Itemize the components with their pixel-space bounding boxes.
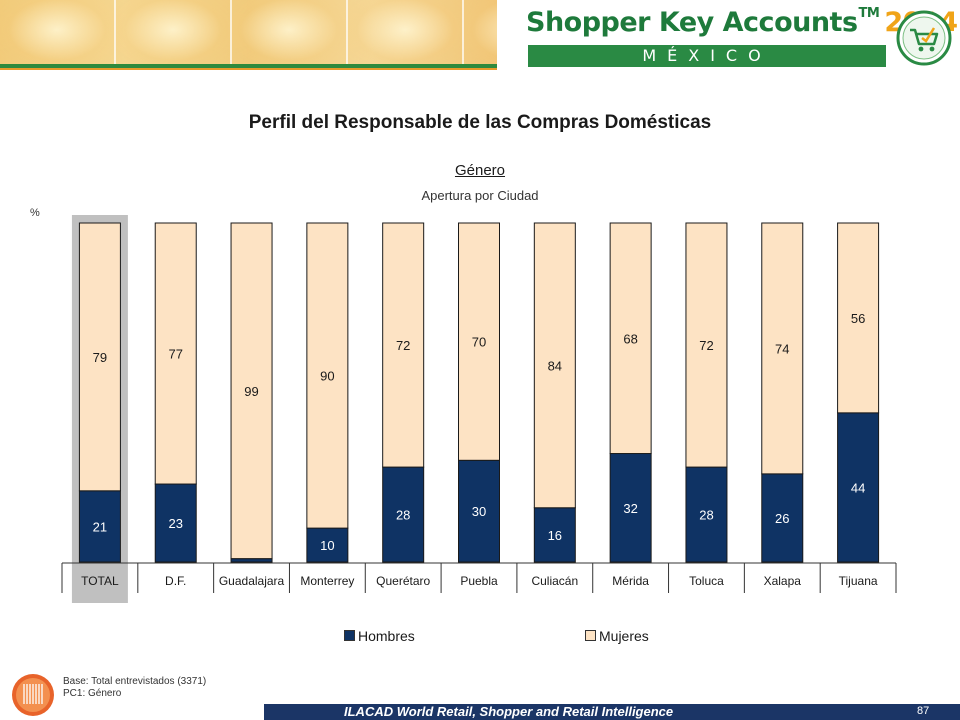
chart-subtitle: Género [454, 162, 506, 179]
bar-segment-mujeres [533, 222, 576, 509]
banner-photo-tile [116, 0, 232, 66]
y-unit-label: % [30, 207, 40, 219]
data-label-hombres: 30 [472, 504, 486, 519]
bar-segment-mujeres [685, 222, 728, 468]
data-label-mujeres: 72 [396, 338, 410, 353]
data-label-hombres: 28 [396, 508, 410, 523]
legend-swatch-hombres [344, 630, 355, 641]
data-label-hombres: 23 [168, 516, 182, 531]
data-label-hombres: 28 [699, 508, 713, 523]
category-label: Toluca [689, 574, 724, 588]
banner-photo-tile [232, 0, 348, 66]
category-label: Mérida [612, 574, 649, 588]
legend-label-hombres: Hombres [358, 628, 415, 644]
bar-segment-mujeres [609, 222, 652, 455]
legend-item-hombres: Hombres [344, 628, 415, 644]
data-label-hombres: 16 [548, 528, 562, 543]
footer-company: ILACAD World Retail, Shopper and Retail … [344, 704, 674, 719]
banner-divider-green [0, 64, 497, 68]
category-label: TOTAL [81, 574, 119, 588]
legend-swatch-mujeres [585, 630, 596, 641]
bar-segment-hombres [306, 527, 349, 563]
base-note-question: PC1: Género [63, 688, 122, 699]
data-label-hombres: 44 [851, 480, 865, 495]
bar-segment-mujeres [154, 222, 197, 485]
data-label-hombres: 21 [93, 519, 107, 534]
banner-photo-tile [464, 0, 497, 66]
data-label-mujeres: 74 [775, 341, 789, 356]
data-label-mujeres: 68 [623, 331, 637, 346]
bar-segment-mujeres [230, 222, 273, 560]
data-label-mujeres: 56 [851, 311, 865, 326]
bar-segment-mujeres [306, 222, 349, 529]
data-label-mujeres: 90 [320, 369, 334, 384]
legend-item-mujeres: Mujeres [585, 628, 649, 644]
bar-segment-hombres [78, 490, 121, 563]
chart-sub-subtitle: Apertura por Ciudad [421, 188, 539, 203]
brand-name: Shopper Key Accounts [526, 7, 858, 38]
chart-title: Perfil del Responsable de las Compras Do… [248, 112, 712, 133]
shopping-cart-logo-icon [896, 10, 952, 66]
data-label-mujeres: 79 [93, 350, 107, 365]
bar-segment-hombres [761, 473, 804, 563]
bar-segment-hombres [837, 412, 880, 563]
footer-bar: ILACAD World Retail, Shopper and Retail … [264, 704, 960, 720]
data-label-hombres: 26 [775, 511, 789, 526]
category-label: Xalapa [764, 574, 802, 588]
data-label-mujeres: 84 [548, 358, 562, 373]
bar-segment-mujeres [78, 222, 121, 492]
data-label-hombres: 10 [320, 538, 334, 553]
ilacad-logo-icon [12, 674, 54, 716]
banner-divider-orange [0, 68, 497, 70]
data-label-mujeres: 70 [472, 335, 486, 350]
data-label-mujeres: 77 [168, 347, 182, 362]
bar-segment-hombres [382, 466, 425, 563]
data-label-mujeres: 72 [699, 338, 713, 353]
data-label-hombres: 32 [623, 501, 637, 516]
category-label: Guadalajara [219, 574, 285, 588]
trademark-mark: TM [858, 6, 880, 21]
country-banner: MÉXICO [528, 45, 886, 67]
category-label: Monterrey [300, 574, 354, 588]
category-label: D.F. [165, 574, 186, 588]
page-number: 87 [917, 705, 930, 717]
bar-segment-hombres [154, 483, 197, 563]
bar-segment-mujeres [837, 222, 880, 414]
banner-photo-tile [348, 0, 464, 66]
bar-segment-mujeres [458, 222, 500, 461]
banner-photo-tile [0, 0, 116, 66]
header-photo-banner [0, 0, 497, 66]
legend-label-mujeres: Mujeres [599, 628, 649, 644]
category-label: Querétaro [376, 574, 430, 588]
data-label-mujeres: 99 [244, 384, 258, 399]
bar-segment-mujeres [761, 222, 804, 475]
category-label: Puebla [460, 574, 498, 588]
base-note-sample: Base: Total entrevistados (3371) [63, 676, 207, 687]
category-label: Culiacán [531, 574, 578, 588]
base-note: Base: Total entrevistados (3371) PC1: Gé… [63, 676, 206, 700]
category-label: Tijuana [839, 574, 878, 588]
bar-segment-hombres [230, 558, 273, 563]
bar-segment-mujeres [382, 222, 425, 468]
